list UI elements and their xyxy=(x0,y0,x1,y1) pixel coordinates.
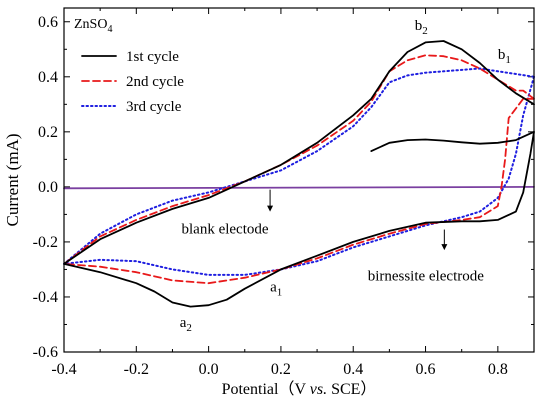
x-axis-label-part-1: Potential（V xyxy=(222,380,310,398)
x-tick-label: 0.8 xyxy=(488,361,508,378)
y-tick-label: 0.2 xyxy=(38,124,58,141)
y-axis-label: Current (mA) xyxy=(3,133,22,226)
annotation-label-main: b xyxy=(498,47,506,63)
annotation-label-sub: 1 xyxy=(505,54,511,66)
x-tick-label: 0.2 xyxy=(271,361,291,378)
annotation-label-sub: 2 xyxy=(422,25,428,37)
annotation-label: blank electode xyxy=(182,222,269,238)
y-tick-label: -0.6 xyxy=(33,344,58,361)
annotation-label-sub: 2 xyxy=(186,322,192,334)
annotation-label-sub: 1 xyxy=(277,286,283,298)
annotation-label-main: birnessite electrode xyxy=(368,268,485,284)
annotation-label-main: b xyxy=(415,18,423,34)
legend-label: 1st cycle xyxy=(126,49,179,65)
x-axis-label-part-italic: vs. xyxy=(310,381,327,398)
y-tick-label: -0.4 xyxy=(33,289,58,306)
x-tick-label: 0.0 xyxy=(199,361,219,378)
y-tick-label: 0.6 xyxy=(38,14,58,31)
x-tick-label: 0.6 xyxy=(416,361,436,378)
x-axis-label-part-2: SCE） xyxy=(327,380,376,398)
x-tick-label: 0.4 xyxy=(343,361,363,378)
electrolyte-label-main: ZnSO xyxy=(74,17,107,32)
y-tick-label: -0.2 xyxy=(33,234,58,251)
x-tick-label: -0.2 xyxy=(124,361,149,378)
y-tick-label: 0.0 xyxy=(38,179,58,196)
electrolyte-label-sub: 4 xyxy=(107,24,112,35)
legend-label: 3rd cycle xyxy=(126,99,182,115)
annotation-label-main: blank electode xyxy=(182,222,269,238)
legend-label: 2nd cycle xyxy=(126,74,184,90)
x-tick-label: -0.4 xyxy=(51,361,76,378)
x-axis-label: Potential（V vs. SCE） xyxy=(222,380,377,398)
annotation-label: birnessite electrode xyxy=(368,268,485,284)
y-tick-label: 0.4 xyxy=(38,69,58,86)
